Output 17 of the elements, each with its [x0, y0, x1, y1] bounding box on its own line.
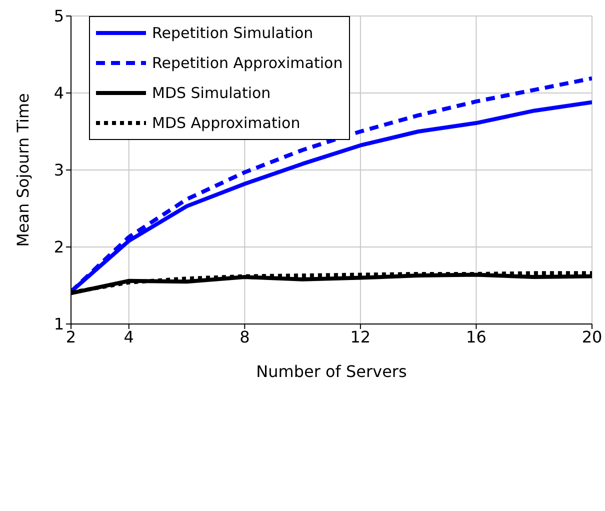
x-tick-label: 8	[240, 327, 250, 346]
x-tick-label: 4	[124, 327, 134, 346]
x-tick-label: 12	[350, 327, 371, 346]
y-tick-label: 1	[54, 314, 64, 334]
y-tick-label: 5	[54, 6, 64, 26]
legend-label: MDS Simulation	[152, 84, 271, 102]
legend-label: Repetition Approximation	[152, 54, 343, 72]
y-axis-title: Mean Sojourn Time	[14, 93, 33, 247]
x-axis-title: Number of Servers	[256, 362, 407, 381]
y-tick-label: 2	[54, 238, 64, 257]
legend-label: MDS Approximation	[152, 114, 300, 132]
legend-label: Repetition Simulation	[152, 24, 314, 42]
x-tick-label: 20	[582, 327, 602, 346]
y-tick-label: 3	[54, 160, 64, 180]
x-tick-label: 16	[466, 327, 486, 346]
x-tick-label: 2	[66, 327, 76, 346]
y-tick-label: 4	[54, 84, 64, 103]
